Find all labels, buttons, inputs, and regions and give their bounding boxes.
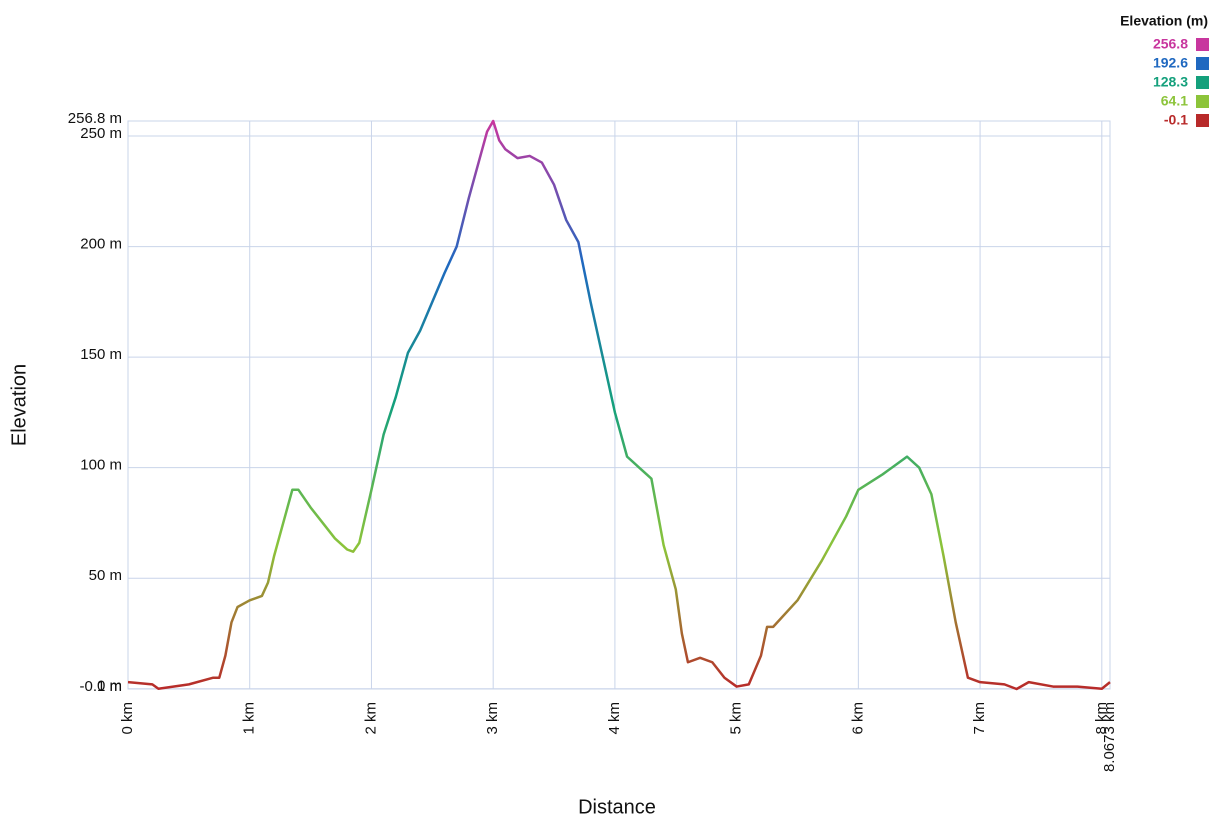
- x-tick-label: 1 km: [241, 702, 258, 735]
- y-tick-label: 50 m: [89, 567, 122, 584]
- y-tick-label: -0.1 m: [79, 678, 122, 695]
- legend-swatch: [1196, 57, 1209, 70]
- y-tick-label: 150 m: [80, 346, 122, 363]
- x-tick-label: 6 km: [849, 702, 866, 735]
- y-tick-label: 100 m: [80, 457, 122, 474]
- x-tick-label: 8 km: [1093, 702, 1110, 735]
- legend-label: 192.6: [1153, 55, 1188, 71]
- x-axis-label: Distance: [578, 796, 656, 818]
- legend-swatch: [1196, 76, 1209, 89]
- legend-swatch: [1196, 114, 1209, 127]
- x-tick-label: 2 km: [362, 702, 379, 735]
- legend-label: 256.8: [1153, 36, 1188, 52]
- y-tick-label: 0 m: [97, 678, 122, 695]
- legend-swatch: [1196, 38, 1209, 51]
- y-tick-label: 200 m: [80, 236, 122, 253]
- elevation-line: [127, 119, 1111, 691]
- plot-area: [127, 120, 1111, 690]
- legend-label: 128.3: [1153, 74, 1188, 90]
- legend-title: Elevation (m): [1120, 13, 1208, 29]
- y-tick-label: 250 m: [80, 125, 122, 142]
- legend-label: -0.1: [1164, 112, 1188, 128]
- x-tick-label: 3 km: [484, 702, 501, 735]
- legend-label: 64.1: [1161, 93, 1188, 109]
- y-axis-label: Elevation: [8, 364, 30, 446]
- y-tick-label: 256.8 m: [68, 110, 122, 127]
- x-tick-label: 0 km: [119, 702, 136, 735]
- legend-swatch: [1196, 95, 1209, 108]
- x-tick-label: 8.0673 km: [1101, 702, 1118, 772]
- x-tick-label: 4 km: [606, 702, 623, 735]
- x-tick-label: 5 km: [728, 702, 745, 735]
- x-tick-label: 7 km: [971, 702, 988, 735]
